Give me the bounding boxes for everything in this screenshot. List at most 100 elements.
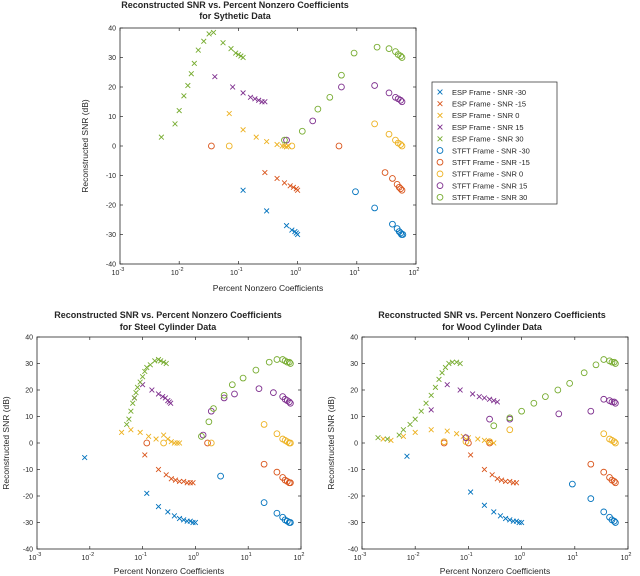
legend-label: STFT Frame - SNR -30 xyxy=(452,146,530,155)
data-point xyxy=(569,480,576,488)
data-point xyxy=(155,466,162,473)
x-tick-label: 100 xyxy=(514,552,525,562)
y-tick-label: -40 xyxy=(23,547,33,554)
y-tick-label: -30 xyxy=(348,520,358,527)
data-point xyxy=(176,440,183,446)
series-esp-frame-snr-15 xyxy=(262,169,301,193)
data-point xyxy=(457,360,463,367)
y-tick-label: 20 xyxy=(350,388,358,395)
data-point xyxy=(228,45,234,52)
data-point xyxy=(134,384,141,391)
series-esp-frame-snr-0 xyxy=(380,427,497,446)
data-point xyxy=(220,40,226,46)
data-point xyxy=(400,427,407,433)
data-point xyxy=(507,478,513,485)
data-point xyxy=(385,130,393,138)
legend: ESP Frame - SNR -30 ESP Frame - SNR -15 ES… xyxy=(431,81,558,205)
y-tick-label: -10 xyxy=(23,467,33,474)
series-esp-frame-snr-30 xyxy=(81,454,199,526)
data-point xyxy=(432,384,439,391)
series-esp-frame-snr-0 xyxy=(226,110,292,150)
y-tick-label: 40 xyxy=(108,26,116,33)
data-point xyxy=(518,519,525,526)
y-axis-label: Reconstructed SNR (dB) xyxy=(1,396,11,490)
data-point xyxy=(513,480,520,486)
plot-title-line-1: Reconstructed SNR vs. Percent Nonzero Co… xyxy=(121,0,349,10)
legend-marker xyxy=(437,136,443,142)
series-stft-frame-snr-30 xyxy=(198,356,294,440)
data-point xyxy=(380,436,386,442)
data-point xyxy=(180,517,187,523)
data-point xyxy=(516,519,522,526)
series-stft-frame-snr-15 xyxy=(143,439,294,487)
data-point xyxy=(207,439,215,447)
series-esp-frame-snr-15 xyxy=(142,452,196,486)
legend-marker xyxy=(437,112,443,119)
series-esp-frame-snr-15 xyxy=(467,452,520,486)
data-point xyxy=(398,54,406,61)
data-point xyxy=(398,186,406,194)
legend-marker xyxy=(436,170,444,178)
series-esp-frame-snr-30 xyxy=(240,187,301,238)
data-point xyxy=(137,429,143,436)
data-point xyxy=(397,96,404,104)
y-tick-label: 40 xyxy=(25,335,33,342)
data-point xyxy=(502,478,509,485)
data-point xyxy=(265,358,273,366)
data-point xyxy=(273,509,281,517)
legend-entry: ESP Frame - SNR 30 xyxy=(437,135,524,144)
data-point xyxy=(255,385,263,393)
data-point xyxy=(232,50,239,56)
data-point xyxy=(439,370,445,376)
data-point xyxy=(385,89,393,97)
data-point xyxy=(123,421,130,428)
data-point xyxy=(385,45,393,53)
data-point xyxy=(610,517,618,525)
y-tick-label: 40 xyxy=(350,335,358,342)
data-point xyxy=(128,427,134,433)
data-point xyxy=(240,90,246,96)
legend-marker xyxy=(436,193,444,201)
data-point xyxy=(190,519,196,526)
x-tick-label: 10-1 xyxy=(134,552,147,562)
y-axis-label: Reconstructed SNR (dB) xyxy=(80,99,90,193)
data-point xyxy=(143,439,151,447)
data-point xyxy=(167,400,174,406)
data-point xyxy=(287,399,294,407)
data-point xyxy=(204,439,211,447)
series-stft-frame-snr-30 xyxy=(490,356,619,430)
data-point xyxy=(142,368,148,375)
data-point xyxy=(247,94,254,101)
data-point xyxy=(231,390,238,398)
y-tick-label: 10 xyxy=(108,114,116,121)
data-point xyxy=(610,478,618,485)
plot-title-line-2: for Wood Cylinder Data xyxy=(442,322,543,332)
series-stft-frame-snr-30 xyxy=(281,43,406,144)
data-point xyxy=(163,360,169,367)
data-point xyxy=(283,478,291,485)
data-point xyxy=(225,142,233,150)
data-point xyxy=(566,380,573,387)
data-point xyxy=(462,438,470,446)
data-point xyxy=(187,518,194,524)
data-point xyxy=(287,360,294,367)
x-tick-label: 10-2 xyxy=(81,552,94,562)
data-point xyxy=(217,472,224,480)
data-point xyxy=(294,187,301,193)
data-point xyxy=(407,421,413,428)
legend-marker xyxy=(436,158,444,166)
legend-entry: STFT Frame - SNR -30 xyxy=(436,146,530,155)
data-point xyxy=(287,479,294,487)
data-point xyxy=(399,231,407,238)
data-point xyxy=(384,436,391,442)
data-point xyxy=(273,468,281,476)
data-point xyxy=(260,499,268,506)
data-point xyxy=(612,479,619,487)
data-point xyxy=(172,477,179,483)
y-tick-label: 30 xyxy=(25,361,33,368)
data-point xyxy=(165,436,171,442)
data-point xyxy=(260,421,268,428)
data-point xyxy=(142,452,148,458)
legend-label: STFT Frame - SNR 30 xyxy=(452,193,527,202)
